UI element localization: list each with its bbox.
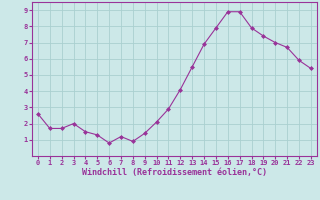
X-axis label: Windchill (Refroidissement éolien,°C): Windchill (Refroidissement éolien,°C) — [82, 168, 267, 177]
